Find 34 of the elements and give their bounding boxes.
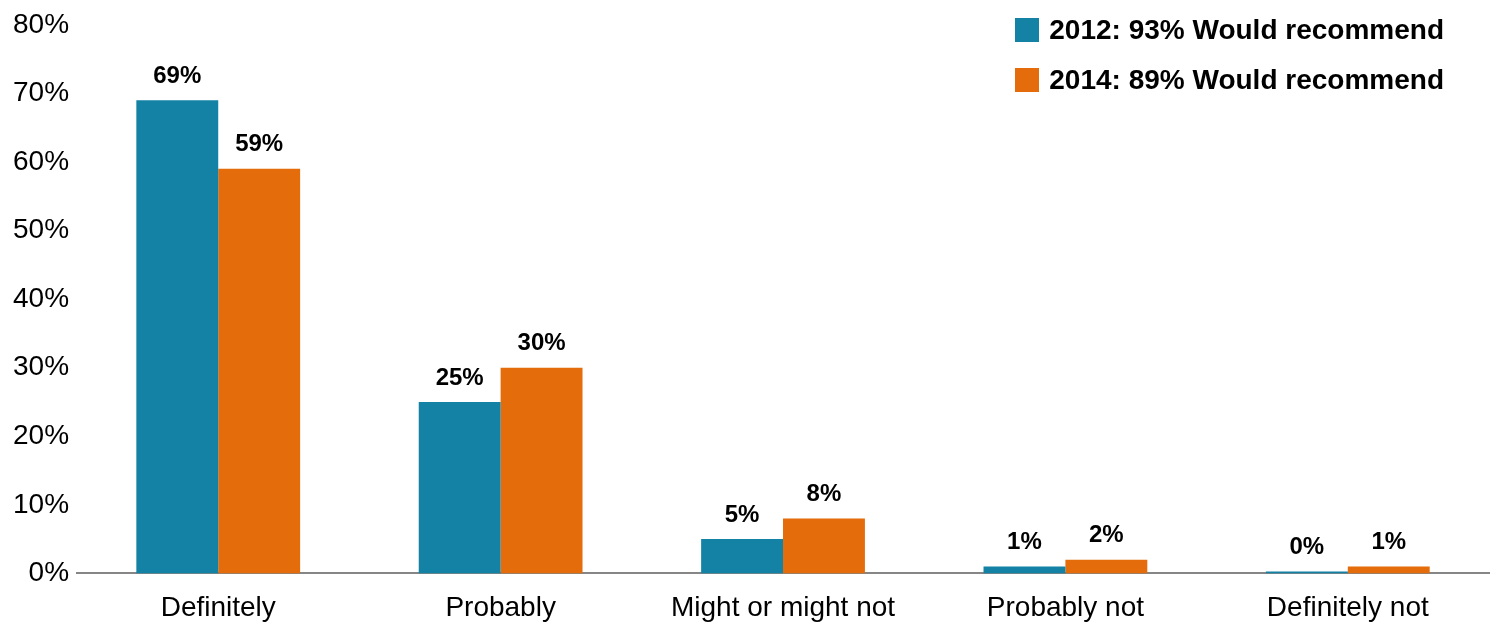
data-label: 8% [806, 479, 842, 507]
bar [136, 100, 219, 574]
data-label: 69% [153, 60, 202, 88]
x-tick-label: Definitely [160, 590, 276, 622]
legend-label: 2014: 89% Would recommend [1049, 64, 1444, 96]
data-label: 59% [235, 129, 284, 157]
legend-label: 2012: 93% Would recommend [1049, 14, 1444, 46]
data-label: 5% [724, 499, 760, 527]
x-tick-label: Probably [445, 590, 556, 622]
bar [1065, 559, 1148, 574]
y-tick-label: 20% [12, 418, 70, 450]
x-tick-label: Probably not [986, 590, 1145, 622]
bar [418, 401, 501, 574]
data-label: 1% [1371, 527, 1407, 555]
data-label: 30% [517, 328, 566, 356]
x-tick-label: Might or might not [670, 590, 896, 622]
y-tick-label: 80% [12, 7, 70, 39]
data-label: 1% [1007, 527, 1042, 555]
bar [783, 518, 865, 574]
bar [218, 168, 301, 574]
y-tick-label: 0% [28, 556, 70, 588]
data-label: 2% [1089, 520, 1124, 548]
y-tick-label: 30% [12, 350, 70, 382]
x-tick-label: Definitely not [1266, 590, 1429, 622]
data-label: 25% [435, 362, 484, 390]
y-tick-label: 70% [12, 76, 70, 108]
y-tick-label: 40% [12, 281, 70, 313]
data-label: 0% [1289, 532, 1325, 560]
bar [500, 367, 583, 574]
y-tick-label: 10% [12, 487, 70, 519]
y-tick-label: 60% [12, 144, 70, 176]
y-tick-label: 50% [12, 213, 70, 245]
bar [1265, 571, 1348, 574]
bar [701, 539, 784, 574]
